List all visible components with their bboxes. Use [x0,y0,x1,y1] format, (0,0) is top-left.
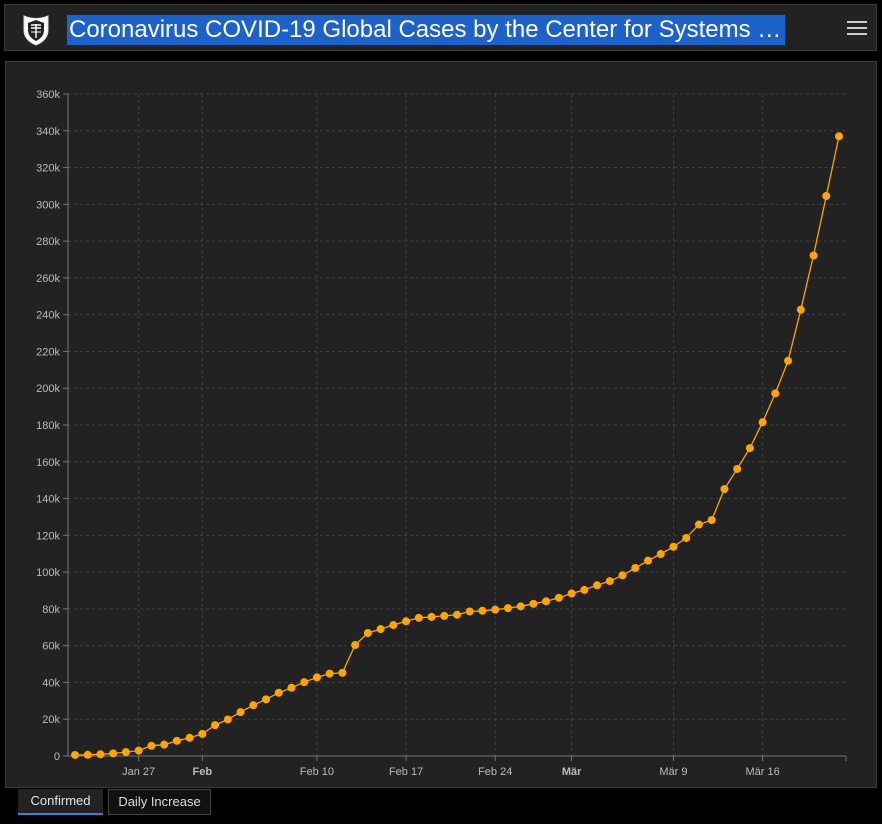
data-point [465,607,474,616]
data-point [185,733,194,742]
data-point [656,550,665,559]
data-point [631,563,640,572]
data-point [835,132,843,141]
y-tick-label: 60k [42,641,60,653]
data-point [745,444,754,453]
x-tick-label: Feb 10 [300,766,334,778]
x-tick-label: Feb 17 [389,766,423,778]
x-tick-label: Mär 16 [745,766,779,778]
data-point [758,418,767,427]
y-tick-label: 140k [36,494,60,506]
data-point [733,464,742,473]
data-point [491,605,500,614]
data-point [529,599,538,608]
data-point [605,577,614,586]
y-tick-label: 360k [36,89,60,101]
data-point [414,613,423,622]
data-point [83,750,92,759]
y-tick-label: 200k [36,383,60,395]
data-point [503,604,512,613]
confirmed-cases-chart: 0 20k 40k 60k 80k 100k 120k 140k 160k 180k 200k 220… [36,89,847,778]
data-point [312,673,321,682]
data-point [363,629,372,638]
data-point [376,625,385,634]
y-tick-label: 220k [36,346,60,358]
university-shield-icon [23,15,49,46]
data-point [682,533,691,542]
y-tick-label: 340k [36,126,60,138]
x-tick-label: Mär [562,766,582,778]
data-point [440,611,449,620]
data-point [784,356,793,365]
y-tick-label: 80k [42,604,60,616]
data-point [580,585,589,594]
hamburger-menu-icon[interactable] [847,17,867,39]
x-tick-label: Mär 9 [659,766,687,778]
data-point [198,729,207,738]
series-line [74,136,840,756]
data-point [554,593,563,602]
data-point [669,542,678,551]
y-tick-label: 300k [36,199,60,211]
data-point [249,701,258,710]
data-point [211,721,220,730]
chart-panel: 0 20k 40k 60k 80k 100k 120k 140k 160k 180k 200k 220… [5,61,877,788]
data-point [567,589,576,598]
data-point [593,581,602,590]
y-tick-label: 180k [36,420,60,432]
data-point [707,515,716,524]
data-point [160,740,169,749]
data-point [134,746,143,755]
page-title: Coronavirus COVID-19 Global Cases by the… [67,15,785,45]
data-point [96,750,105,759]
data-point [325,669,334,678]
data-point [427,612,436,621]
data-point [809,251,818,260]
data-point [644,556,652,565]
data-point [822,192,831,201]
data-point [172,736,181,745]
y-tick-label: 20k [42,714,60,726]
data-point [694,520,703,529]
data-point [274,688,283,697]
data-point [109,749,118,758]
data-point [478,606,487,615]
x-tick-label: Feb [193,766,213,778]
x-tick-label: Feb 24 [478,766,512,778]
data-point [389,621,398,630]
y-tick-label: 40k [42,677,60,689]
data-point [542,597,551,606]
data-point [338,668,347,677]
data-point [351,640,360,649]
y-tick-label: 320k [36,163,60,175]
data-point [618,571,627,580]
y-tick-label: 240k [36,310,60,322]
data-point [720,485,729,494]
data-point [121,748,130,757]
tab-daily-increase[interactable]: Daily Increase [108,789,211,815]
data-point [147,741,156,750]
tab-confirmed[interactable]: Confirmed [18,789,103,815]
data-point [71,750,79,759]
y-tick-label: 100k [36,567,60,579]
y-tick-label: 260k [36,273,60,285]
data-point [771,389,780,398]
data-point [516,602,525,611]
x-tick-label: Jan 27 [122,766,155,778]
app-header: Coronavirus COVID-19 Global Cases by the… [4,4,877,51]
y-tick-label: 120k [36,530,60,542]
data-point [236,708,245,717]
data-point [453,610,461,619]
data-point [262,695,270,704]
y-tick-label: 160k [36,457,60,469]
y-tick-label: 280k [36,236,60,248]
y-tick-label: 0 [54,751,60,763]
data-point [300,678,309,687]
data-point [796,305,805,314]
data-point [223,715,232,724]
data-point [402,617,411,626]
data-point [287,683,296,692]
